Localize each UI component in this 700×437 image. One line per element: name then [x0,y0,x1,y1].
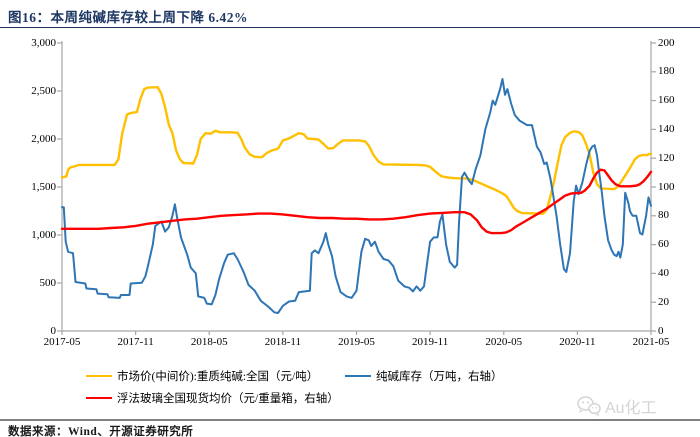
tick-label: 180 [658,65,675,78]
wechat-watermark: Au化工 [576,394,657,418]
tick-label: 2017-11 [117,336,154,348]
blue-line-swatch [345,375,371,377]
tick-label: 160 [658,94,675,107]
legend-row-1: 市场价(中间价):重质纯碱:全国（元/吨） 纯碱库存（万吨，右轴） [86,368,503,384]
tick-label: 2019-05 [338,336,375,348]
series-left-line [60,85,653,215]
tick-label: 2,000 [31,132,56,145]
tick-label: 140 [658,122,675,135]
tick-label: 0 [658,324,664,337]
legend-item-market-price: 市场价(中间价):重质纯碱:全国（元/吨） [86,371,318,383]
tick-label: 2021-05 [632,336,670,348]
tick-label: 20 [658,295,669,308]
tick-label: 1,500 [31,180,56,193]
legend-label: 市场价(中间价):重质纯碱:全国（元/吨） [117,371,319,383]
legend-item-glass-price: 浮法玻璃全国现货均价（元/重量箱，右轴） [86,393,339,405]
series-right-line [60,168,653,235]
series-right-line [61,78,652,314]
wechat-icon [577,396,601,417]
data-source: 数据来源：Wind、开源证券研究所 [8,426,194,437]
tick-label: 0 [50,324,57,337]
legend-item-inventory: 纯碱库存（万吨，右轴） [345,368,503,384]
tick-label: 60 [658,238,669,251]
figure-title: 图16：本周纯碱库存较上周下降 6.42% [8,10,248,25]
yellow-line-swatch [86,375,112,377]
tick-label: 80 [658,209,669,222]
legend-label: 纯碱库存（万吨，右轴） [376,371,503,383]
tick-label: 2017-05 [43,336,81,348]
tick-label: 2019-11 [411,336,449,348]
tick-label: 2020-11 [559,336,596,348]
tick-label: 200 [658,36,675,49]
tick-label: 100 [658,180,675,193]
tick-label: 1,000 [31,228,56,241]
tick-label: 2,500 [31,84,56,97]
tick-label: 3,000 [31,36,56,49]
tick-label: 500 [39,276,57,289]
tick-label: 2018-11 [264,336,301,348]
red-line-swatch [86,397,112,399]
tick-label: 2018-05 [190,336,228,348]
watermark-text: Au化工 [605,400,657,417]
tick-label: 2020-05 [485,336,523,348]
tick-label: 40 [658,266,669,279]
tick-label: 120 [658,151,675,164]
footer-divider [0,419,700,421]
legend-row-2: 浮法玻璃全国现货均价（元/重量箱，右轴） [86,390,339,406]
title-underline [0,27,700,28]
legend-label: 浮法玻璃全国现货均价（元/重量箱，右轴） [117,393,339,405]
